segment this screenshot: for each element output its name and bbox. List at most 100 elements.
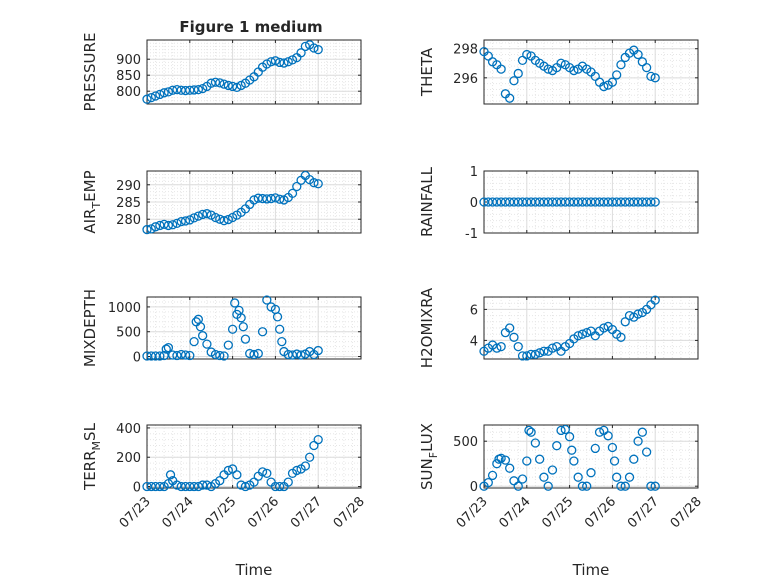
data-point	[253, 348, 263, 359]
data-point	[505, 323, 515, 333]
panel-sun_flux: 0 500 07/23 07/24 07/25 07/26 07/27 07/28 SUNFLU…	[418, 423, 705, 579]
y-tick-label: 0	[133, 351, 141, 366]
y-tick-label: 500	[116, 326, 141, 341]
data-point	[556, 58, 566, 68]
y-tick-label: 6	[470, 303, 478, 318]
data-point	[567, 445, 577, 455]
x-tick-label: 07/26	[582, 494, 619, 531]
data-point	[155, 351, 165, 361]
data-point	[624, 310, 635, 321]
data-point	[603, 431, 613, 441]
data-point	[646, 71, 656, 82]
data-point	[620, 481, 630, 491]
data-point	[517, 55, 528, 66]
data-point	[262, 194, 272, 204]
data-point	[552, 441, 562, 451]
y-tick-label: 296	[453, 72, 478, 87]
data-point	[197, 480, 208, 490]
data-point	[189, 336, 199, 347]
data-point	[215, 476, 225, 486]
data-point	[582, 327, 592, 338]
y-tick-label: 298	[453, 43, 478, 58]
data-point	[569, 65, 579, 76]
data-point	[505, 463, 515, 473]
x-tick-label: 07/26	[245, 494, 282, 531]
data-point	[146, 92, 156, 103]
y-axis-label: SUNFLUX	[418, 423, 440, 490]
data-point	[646, 481, 656, 491]
plot-area	[484, 40, 698, 104]
data-point	[556, 425, 566, 436]
data-point	[275, 324, 285, 334]
data-point	[539, 472, 549, 482]
y-axis-label: AIRTEMP	[81, 170, 103, 233]
data-point	[509, 76, 519, 86]
y-tick-label: 500	[453, 435, 478, 450]
data-point	[526, 349, 536, 360]
data-point	[185, 215, 195, 225]
data-point	[513, 68, 523, 79]
data-point	[313, 435, 323, 445]
data-point	[530, 349, 541, 360]
data-point	[275, 481, 285, 492]
data-point	[283, 477, 293, 487]
data-point	[650, 197, 660, 207]
data-point	[522, 49, 532, 60]
data-point	[569, 456, 579, 466]
data-point	[292, 465, 302, 476]
data-point	[517, 474, 528, 484]
plot-area	[147, 297, 361, 359]
data-point	[227, 81, 238, 92]
data-point	[180, 350, 191, 360]
plot-area	[484, 297, 698, 359]
data-point	[590, 443, 600, 454]
data-point	[637, 57, 648, 67]
data-point	[641, 447, 652, 457]
data-point	[215, 350, 225, 361]
data-point	[262, 295, 272, 305]
data-point	[496, 341, 506, 352]
data-point	[594, 427, 605, 437]
data-point	[582, 481, 592, 491]
data-point	[496, 453, 506, 463]
data-point	[483, 51, 493, 61]
data-point	[275, 194, 285, 204]
data-point	[230, 298, 240, 308]
x-tick-label: 07/28	[668, 494, 705, 531]
y-tick-label: 285	[116, 196, 141, 211]
data-point	[219, 79, 229, 89]
y-tick-label: -1	[465, 227, 478, 242]
y-tick-label: 1000	[108, 301, 141, 316]
data-point	[513, 341, 523, 352]
data-point	[313, 179, 323, 189]
data-point	[189, 481, 199, 492]
x-tick-label: 07/23	[117, 494, 154, 531]
data-point	[646, 197, 656, 207]
data-point	[616, 60, 626, 70]
data-point	[172, 480, 182, 490]
x-tick-label: 07/25	[539, 494, 576, 531]
data-point	[522, 456, 532, 466]
data-point	[272, 312, 283, 322]
data-point	[223, 80, 233, 91]
data-point	[633, 49, 643, 60]
data-point	[560, 424, 570, 435]
y-tick-label: 0	[470, 480, 478, 495]
y-tick-label: 0	[470, 196, 478, 211]
panel-mixdepth: 0 500 1000 MIXDEPTH	[81, 289, 362, 367]
data-point	[283, 57, 293, 67]
data-point	[232, 470, 242, 480]
data-point	[296, 350, 306, 360]
data-point	[155, 89, 165, 100]
data-point	[650, 481, 660, 491]
y-axis-label: H2OMIXRA	[418, 287, 436, 368]
data-point	[236, 313, 246, 323]
panel-rainfall: -1 0 1 RAINFALL	[418, 165, 699, 242]
data-point	[573, 472, 583, 482]
data-point	[287, 188, 298, 199]
y-tick-label: 280	[116, 213, 141, 228]
data-point	[300, 461, 311, 471]
data-point	[270, 193, 281, 203]
